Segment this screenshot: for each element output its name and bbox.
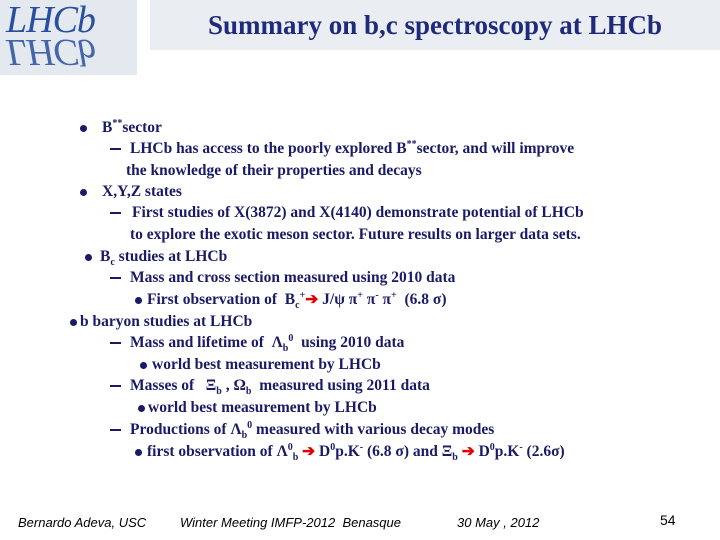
dash-marker bbox=[110, 385, 121, 387]
text-run: 0 bbox=[330, 441, 336, 453]
text-run: D bbox=[474, 443, 490, 460]
bullet bbox=[140, 362, 147, 369]
text-run: b baryon studies at LHCb bbox=[80, 313, 253, 330]
text-run: J/ψ π bbox=[318, 291, 358, 308]
bullet-line: to explore the exotic meson sector. Futu… bbox=[130, 226, 581, 244]
logo: LHCb LHCb bbox=[0, 0, 137, 75]
bullet-line: First observation of Bc+➔ J/ψ π+ π- π+ (… bbox=[147, 289, 447, 312]
dash-marker bbox=[110, 429, 121, 431]
text-run: 0 bbox=[247, 419, 253, 431]
text-run: b bbox=[452, 452, 458, 464]
text-run: 0 bbox=[489, 441, 495, 453]
bullet bbox=[70, 319, 77, 326]
bullet bbox=[138, 405, 145, 412]
bullet-line: Masses of Ξb , Ωb measured using 2011 da… bbox=[130, 377, 430, 398]
bullet bbox=[85, 254, 92, 261]
logo-text: LHCb bbox=[6, 0, 96, 41]
dash-marker bbox=[110, 277, 121, 279]
text-run: b bbox=[216, 386, 222, 398]
text-run: c bbox=[110, 257, 115, 269]
text-run: X,Y,Z states bbox=[102, 183, 182, 200]
text-run: studies at LHCb bbox=[114, 248, 228, 265]
text-run: + bbox=[299, 289, 306, 301]
bullet-line: Productions of Λb0 measured with various… bbox=[130, 419, 495, 442]
text-run: measured using 2011 data bbox=[251, 377, 430, 394]
text-run: b bbox=[282, 343, 289, 355]
text-run: , Ω bbox=[221, 377, 246, 394]
text-run: p.K bbox=[494, 443, 520, 460]
bullet bbox=[135, 297, 142, 304]
text-run: p.K bbox=[335, 443, 360, 460]
bullet bbox=[80, 189, 87, 196]
bullet-line: B**sector bbox=[102, 117, 162, 137]
text-run: Masses of Ξ bbox=[130, 377, 217, 394]
text-run: ** bbox=[112, 117, 123, 129]
slide-title: Summary on b,c spectroscopy at LHCb bbox=[207, 10, 663, 40]
footer-date: 30 May , 2012 bbox=[457, 515, 540, 530]
text-run: sector, and will improve bbox=[416, 140, 575, 157]
text-run: 0 bbox=[287, 441, 293, 453]
bullet-line: the knowledge of their properties and de… bbox=[126, 162, 422, 180]
text-run: π bbox=[362, 291, 376, 308]
text-run: (6.8 σ) and Ξ bbox=[363, 443, 453, 460]
text-run: using 2010 data bbox=[293, 334, 405, 351]
text-run: LHCb has access to the poorly explored B bbox=[130, 140, 407, 157]
text-run: the knowledge of their properties and de… bbox=[126, 162, 422, 179]
bullet-line: First studies of X(3872) and X(4140) dem… bbox=[132, 204, 584, 222]
text-run: b bbox=[241, 430, 248, 442]
bullet bbox=[80, 125, 87, 132]
text-run: Mass and lifetime of Λ bbox=[130, 334, 283, 351]
text-run: B bbox=[100, 248, 111, 265]
text-run: First observation of B bbox=[147, 291, 296, 308]
footer-author: Bernardo Adeva, USC bbox=[18, 515, 147, 530]
text-run: ➔ bbox=[305, 291, 319, 308]
bullet-line: first observation of Λ0b ➔ D0p.K- (6.8 σ… bbox=[147, 441, 565, 464]
text-run: Productions of Λ bbox=[130, 421, 242, 438]
text-run: b bbox=[292, 452, 299, 464]
text-run: to explore the exotic meson sector. Futu… bbox=[130, 226, 581, 243]
text-run: 0 bbox=[288, 332, 294, 344]
text-run: world best measurement by LHCb bbox=[148, 399, 377, 416]
footer-event: Winter Meeting IMFP-2012 Benasque bbox=[180, 515, 401, 530]
bullet-line: X,Y,Z states bbox=[102, 183, 182, 201]
text-run: measured with various decay modes bbox=[252, 421, 495, 438]
text-run: Mass and cross section measured using 20… bbox=[130, 269, 456, 286]
page-number: 54 bbox=[660, 512, 676, 528]
header-band bbox=[150, 0, 720, 50]
text-run: (6.8 σ) bbox=[396, 291, 447, 308]
text-run: (2.6σ) bbox=[522, 443, 565, 460]
bullet bbox=[135, 449, 142, 456]
text-run: world best measurement by LHCb bbox=[152, 356, 381, 373]
bullet-line: world best measurement by LHCb bbox=[152, 356, 381, 374]
text-run: sector bbox=[122, 119, 162, 136]
text-run: first observation of Λ bbox=[147, 443, 288, 460]
dash-marker bbox=[110, 148, 121, 150]
text-run: + bbox=[357, 289, 363, 301]
text-run: - bbox=[519, 441, 523, 453]
text-run: π bbox=[378, 291, 392, 308]
text-run: ** bbox=[406, 138, 417, 150]
bullet-line: Mass and cross section measured using 20… bbox=[130, 269, 455, 287]
bullet-line: LHCb has access to the poorly explored B… bbox=[130, 138, 575, 158]
text-run: B bbox=[102, 119, 113, 136]
bullet-line: b baryon studies at LHCb bbox=[80, 313, 252, 331]
text-run: First studies of X(3872) and X(4140) dem… bbox=[132, 204, 584, 221]
dash-marker bbox=[110, 342, 121, 344]
text-run: - bbox=[375, 289, 379, 301]
bullet-line: Mass and lifetime of Λb0 using 2010 data bbox=[130, 332, 405, 355]
dash-marker bbox=[110, 212, 121, 214]
text-run: D bbox=[315, 443, 331, 460]
text-run: ➔ bbox=[461, 443, 475, 460]
text-run: + bbox=[391, 289, 397, 301]
text-run: b bbox=[245, 386, 252, 398]
bullet-line: Bc studies at LHCb bbox=[100, 248, 228, 269]
text-run: c bbox=[295, 300, 300, 312]
logo-reflection: LHCb bbox=[6, 31, 95, 73]
bullet-line: world best measurement by LHCb bbox=[148, 399, 377, 417]
text-run: - bbox=[359, 441, 364, 453]
text-run: ➔ bbox=[302, 443, 316, 460]
